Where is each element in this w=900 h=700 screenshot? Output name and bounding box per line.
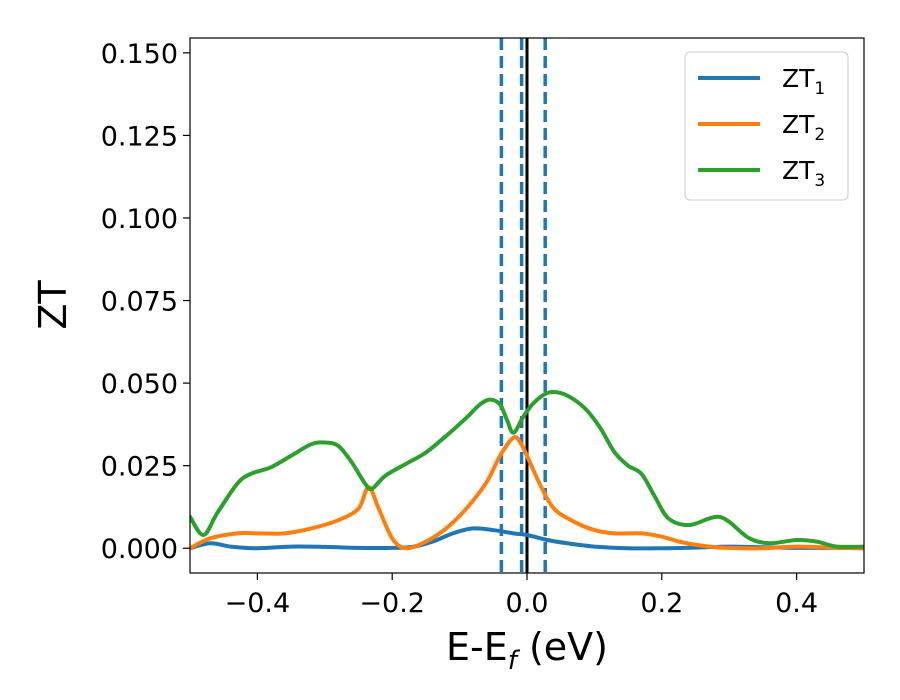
x-tick-label: 0.2 xyxy=(640,588,683,619)
x-axis-label: E-Ef (eV) xyxy=(446,625,608,676)
legend: ZT1 ZT2 ZT3 xyxy=(684,51,849,201)
x-tick-label: 0.4 xyxy=(775,588,818,619)
x-tick-label: −0.4 xyxy=(225,588,291,619)
series-lines xyxy=(190,389,864,551)
legend-label-zt2: ZT2 xyxy=(782,110,825,145)
y-tick-label: 0.100 xyxy=(101,204,178,235)
legend-label-zt1: ZT1 xyxy=(782,64,825,99)
y-axis-ticks: 0.000 0.025 0.050 0.075 0.100 0.125 0.150 xyxy=(101,39,190,565)
x-axis-ticks: −0.4 −0.2 0.0 0.2 0.4 xyxy=(225,573,818,619)
reference-lines xyxy=(499,38,547,573)
legend-items: ZT1 ZT2 ZT3 xyxy=(698,64,825,191)
x-tick-label: 0.0 xyxy=(506,588,549,619)
x-tick-label: −0.2 xyxy=(359,588,425,619)
y-tick-label: 0.125 xyxy=(101,121,178,152)
y-tick-label: 0.025 xyxy=(101,452,178,483)
y-axis-label: ZT xyxy=(31,280,75,330)
y-tick-label: 0.000 xyxy=(101,534,178,565)
y-tick-label: 0.075 xyxy=(101,287,178,318)
legend-label-zt3: ZT3 xyxy=(782,156,825,191)
series-line-zt3 xyxy=(190,389,864,549)
series-line-zt2 xyxy=(190,435,864,551)
y-tick-label: 0.050 xyxy=(101,369,178,400)
legend-box xyxy=(684,51,849,201)
y-tick-label: 0.150 xyxy=(101,39,178,70)
